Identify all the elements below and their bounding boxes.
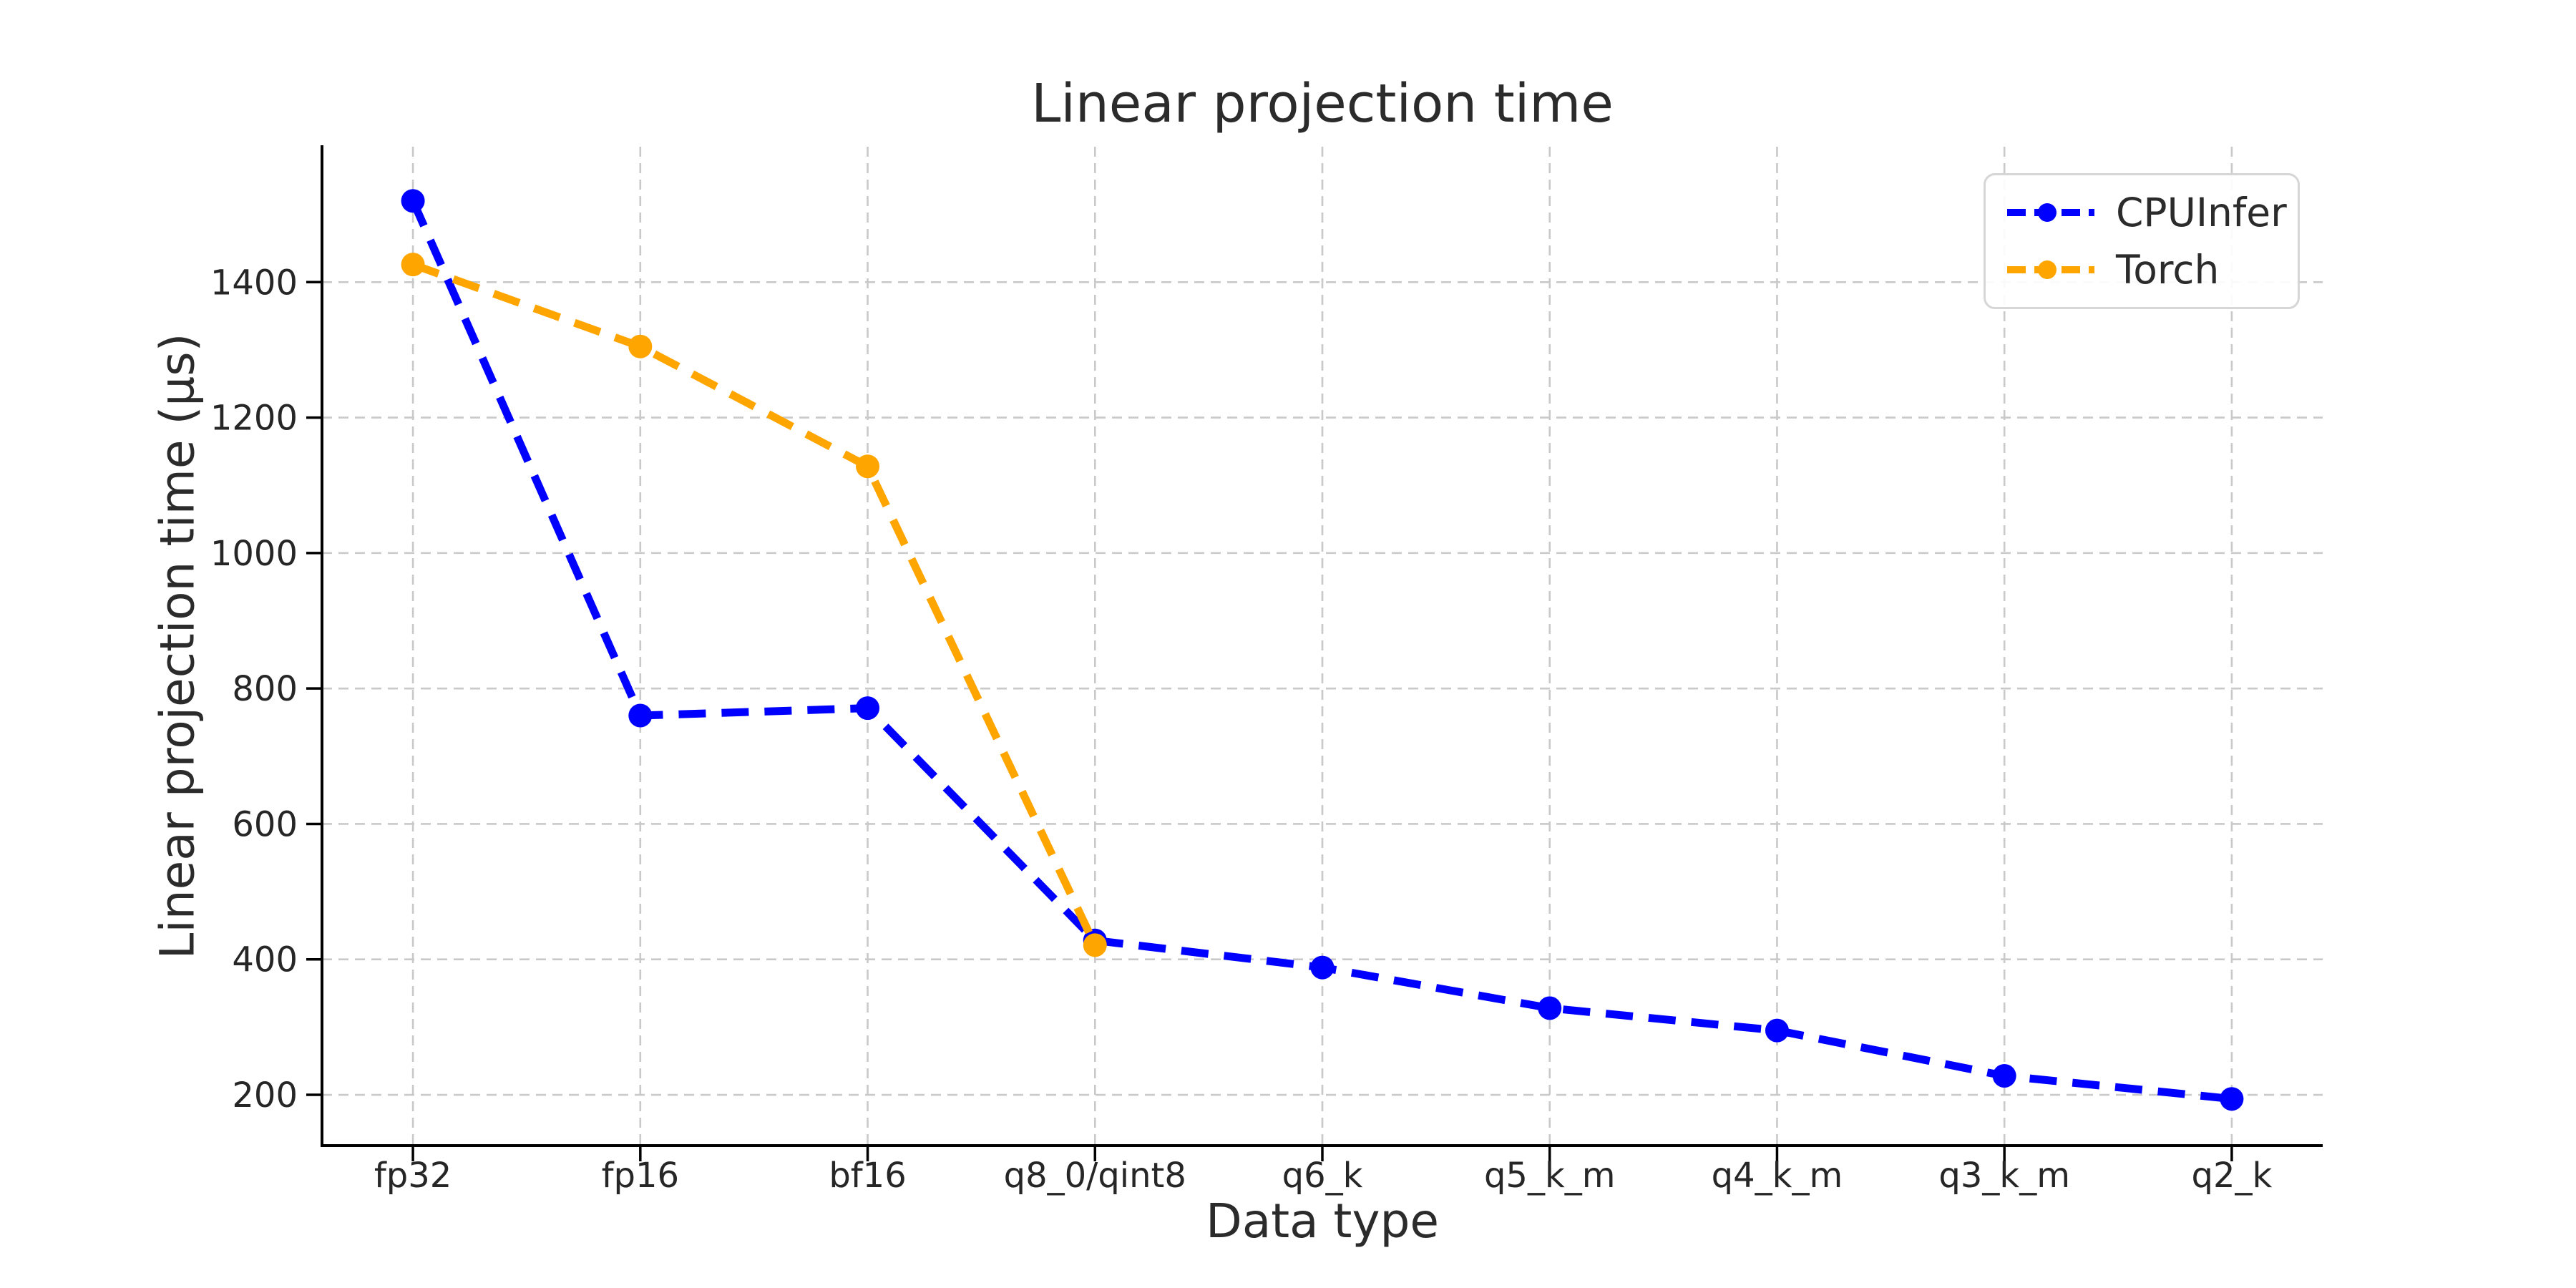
marker-CPUInfer-q3_k_m (1992, 1064, 2016, 1088)
y-tick-label-200: 200 (232, 1075, 298, 1116)
chart-title: Linear projection time (1031, 73, 1614, 135)
marker-CPUInfer-fp16 (628, 703, 653, 728)
marker-CPUInfer-q5_k_m (1538, 996, 1562, 1020)
series-layer (401, 189, 2244, 1111)
y-tick-label-600: 600 (232, 804, 298, 844)
x-tick-label-bf16: bf16 (829, 1156, 906, 1196)
tick-label-layer: fp32 fp16 bf16 q8_0/qint8 q6_k q5_k_m q4_k_m q3… (210, 263, 2273, 1196)
marker-Torch-q8_0/qint8 (1083, 933, 1107, 957)
x-tick-label-fp16: fp16 (602, 1156, 679, 1196)
series-line-Torch (411, 260, 1099, 947)
axis-layer (306, 145, 2323, 1161)
legend-marker-torch (2038, 260, 2057, 279)
x-tick-label-q3_k_m: q3_k_m (1938, 1156, 2070, 1196)
x-tick-label-q8_0/qint8: q8_0/qint8 (1004, 1156, 1186, 1196)
x-tick-label-q5_k_m: q5_k_m (1484, 1156, 1616, 1196)
y-tick-label-1400: 1400 (210, 263, 298, 303)
y-tick-label-800: 800 (232, 669, 298, 709)
legend-line-sample-torch (2007, 260, 2094, 279)
y-tick-label-1200: 1200 (210, 399, 298, 439)
y-axis-label: Linear projection time (µs) (150, 333, 205, 960)
x-tick-label-fp32: fp32 (374, 1156, 452, 1196)
legend: CPUInfer Torch (1984, 173, 2300, 309)
marker-Torch-fp16 (628, 334, 653, 358)
marker-CPUInfer-bf16 (856, 696, 880, 721)
y-tick-label-1000: 1000 (210, 534, 298, 574)
x-axis-label: Data type (1205, 1194, 1440, 1249)
x-tick-label-q4_k_m: q4_k_m (1712, 1156, 1843, 1196)
legend-item-torch: Torch (2004, 247, 2279, 293)
marker-CPUInfer-fp32 (401, 189, 425, 213)
y-tick-label-400: 400 (232, 940, 298, 980)
x-tick-label-q6_k: q6_k (1282, 1156, 1363, 1196)
marker-CPUInfer-q4_k_m (1765, 1018, 1789, 1043)
marker-Torch-bf16 (856, 454, 880, 479)
marker-CPUInfer-q6_k (1310, 955, 1335, 980)
legend-line-sample-cpuinfer (2007, 203, 2094, 222)
marker-Torch-fp32 (401, 253, 425, 277)
legend-item-cpuinfer: CPUInfer (2004, 190, 2287, 235)
legend-marker-cpuinfer (2038, 203, 2057, 222)
x-tick-label-q2_k: q2_k (2192, 1156, 2273, 1196)
marker-CPUInfer-q2_k (2220, 1087, 2244, 1111)
legend-label-cpuinfer: CPUInfer (2116, 190, 2287, 235)
legend-label-torch: Torch (2116, 247, 2220, 293)
